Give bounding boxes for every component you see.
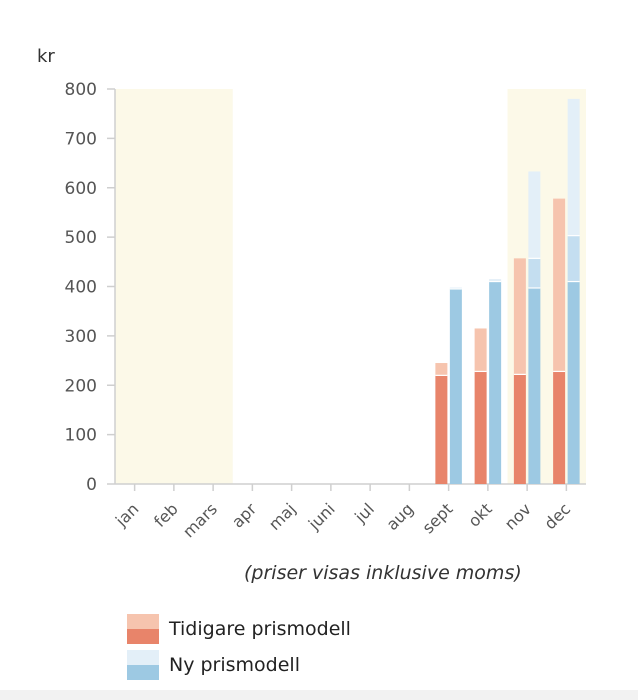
y-unit-label: kr bbox=[37, 46, 55, 67]
bar-new-sept-total bbox=[449, 287, 462, 289]
x-tick-label-maj: maj bbox=[265, 499, 300, 534]
bar-old-nov-total bbox=[513, 258, 526, 375]
x-tick-label-jan: jan bbox=[111, 499, 142, 530]
bar-new-dec-total bbox=[567, 98, 580, 236]
bar-new-sept-base bbox=[449, 288, 462, 484]
legend-item-new: Ny prismodell bbox=[127, 648, 351, 682]
x-tick-label-jul: jul bbox=[350, 499, 378, 527]
old-model-swatch-light bbox=[127, 614, 159, 629]
bar-old-sept-total bbox=[435, 363, 448, 376]
y-tick-label-100: 100 bbox=[65, 426, 97, 446]
bar-new-nov-total bbox=[528, 171, 541, 259]
bar-old-dec-total bbox=[553, 198, 566, 372]
x-tick-label-apr: apr bbox=[228, 499, 260, 531]
x-tick-label-nov: nov bbox=[501, 499, 535, 533]
y-tick-label-500: 500 bbox=[65, 228, 97, 248]
x-tick-label-okt: okt bbox=[464, 499, 495, 530]
y-tick-label-0: 0 bbox=[86, 475, 97, 495]
x-tick-label-aug: aug bbox=[382, 499, 417, 534]
old-model-swatch-dark bbox=[127, 629, 159, 644]
legend-item-old: Tidigare prismodell bbox=[127, 612, 351, 646]
x-tick-label-feb: feb bbox=[150, 499, 182, 531]
bar-new-okt-total bbox=[489, 279, 502, 282]
new-model-swatch bbox=[127, 650, 159, 680]
bar-new-okt-base bbox=[489, 281, 502, 484]
y-tick-label-300: 300 bbox=[65, 327, 97, 347]
y-tick-label-200: 200 bbox=[65, 376, 97, 396]
legend: Tidigare prismodell Ny prismodell bbox=[127, 612, 351, 684]
y-tick-label-400: 400 bbox=[65, 278, 97, 298]
new-model-swatch-light bbox=[127, 650, 159, 665]
bottom-strip bbox=[0, 690, 638, 700]
highlight-range-0 bbox=[115, 89, 233, 484]
x-tick-label-dec: dec bbox=[540, 499, 574, 533]
vat-note: (priser visas inklusive moms) bbox=[244, 562, 522, 584]
bar-old-dec-base bbox=[553, 371, 566, 484]
bar-new-nov-base bbox=[528, 287, 541, 484]
x-tick-label-sept: sept bbox=[419, 499, 457, 537]
y-tick-label-700: 700 bbox=[65, 129, 97, 149]
bar-new-nov-mid bbox=[528, 258, 541, 288]
bar-new-dec-mid bbox=[567, 235, 580, 282]
x-tick-label-mars: mars bbox=[179, 499, 221, 541]
bar-old-nov-base bbox=[513, 374, 526, 484]
y-tick-label-800: 800 bbox=[65, 80, 97, 100]
legend-new-label: Ny prismodell bbox=[169, 654, 300, 676]
bar-old-okt-total bbox=[474, 328, 487, 372]
old-model-swatch bbox=[127, 614, 159, 644]
y-tick-label-600: 600 bbox=[65, 179, 97, 199]
bar-old-okt-base bbox=[474, 371, 487, 484]
bar-new-dec-base bbox=[567, 281, 580, 484]
legend-old-label: Tidigare prismodell bbox=[169, 618, 351, 640]
x-tick-label-juni: juni bbox=[304, 499, 339, 534]
bar-old-sept-base bbox=[435, 375, 448, 484]
new-model-swatch-dark bbox=[127, 665, 159, 680]
